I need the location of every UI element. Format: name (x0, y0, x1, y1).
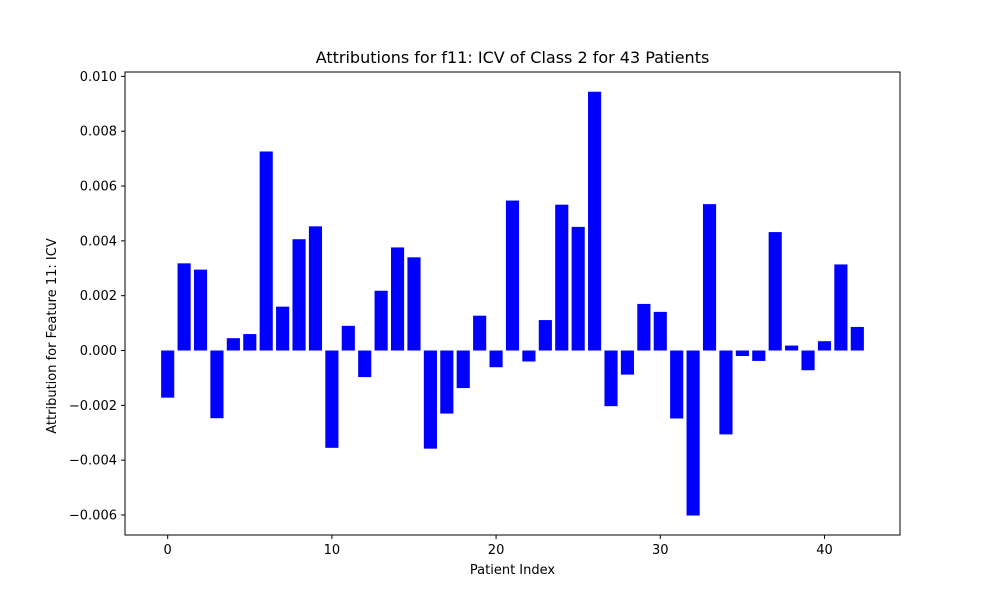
bar-patient-39 (801, 350, 815, 371)
bar-patient-17 (440, 350, 454, 414)
bar-patient-27 (604, 350, 618, 407)
bar-patient-26 (588, 91, 602, 351)
bar-patient-5 (243, 334, 257, 351)
bar-patient-3 (210, 350, 224, 419)
y-tick-label: 0.006 (80, 180, 117, 195)
bar-patient-6 (259, 151, 273, 351)
bar-patient-32 (686, 350, 700, 516)
x-tick-label: 20 (488, 543, 505, 558)
x-axis-label: Patient Index (470, 563, 555, 578)
y-tick-label: 0.004 (80, 234, 117, 249)
y-axis-label: Attribution for Feature 11: ICV (45, 238, 60, 434)
bar-patient-29 (637, 303, 651, 351)
bar-patient-30 (653, 311, 667, 351)
bar-patient-28 (620, 350, 635, 375)
bar-patient-24 (555, 204, 569, 351)
bar-patient-37 (768, 232, 782, 351)
x-tick-label: 0 (164, 543, 172, 558)
x-tick-label: 10 (324, 543, 341, 558)
bar-patient-10 (325, 350, 339, 448)
y-tick-label: 0.002 (80, 289, 117, 304)
bar-patient-18 (456, 350, 470, 389)
bar-patient-20 (489, 350, 503, 368)
bar-patient-23 (538, 320, 552, 351)
plot-frame (124, 71, 901, 536)
x-tick-label: 30 (652, 543, 669, 558)
y-tick-label: 0.008 (80, 125, 117, 140)
bar-patient-0 (161, 350, 175, 398)
bar-patient-42 (850, 326, 864, 351)
axes-group: 0 10 20 30 40 −0.006 −0.004 −0.002 0.000 0.002 0.0… (69, 70, 901, 558)
bar-patient-34 (719, 350, 733, 435)
bar-patient-35 (735, 350, 749, 356)
y-tick-label: −0.002 (69, 399, 117, 414)
x-tick-label: 40 (816, 543, 833, 558)
bar-patient-7 (276, 306, 290, 351)
bar-patient-19 (473, 315, 487, 351)
y-tick-label: −0.004 (69, 454, 117, 469)
bar-patient-16 (423, 350, 437, 449)
bar-patient-1 (177, 263, 191, 351)
bar-patient-41 (834, 264, 848, 351)
bar-patient-8 (292, 239, 306, 351)
bar-patient-31 (670, 350, 684, 419)
bar-patient-4 (226, 338, 240, 351)
bar-patient-21 (505, 200, 520, 351)
bar-patient-13 (374, 290, 388, 351)
bar-patient-9 (308, 226, 323, 351)
bar-patient-36 (752, 350, 766, 361)
bar-patient-40 (817, 341, 832, 351)
bars-group (161, 91, 864, 516)
bar-patient-11 (341, 325, 355, 351)
bar-patient-14 (390, 247, 405, 351)
chart-title: Attributions for f11: ICV of Class 2 for… (316, 48, 710, 67)
y-tick-label: 0.010 (80, 70, 117, 85)
bar-patient-33 (702, 204, 717, 351)
bar-patient-38 (785, 345, 799, 351)
y-tick-label: −0.006 (69, 508, 117, 523)
bar-patient-2 (193, 269, 208, 351)
y-tick-label: 0.000 (80, 344, 117, 359)
bar-patient-25 (571, 226, 585, 351)
bar-patient-15 (407, 257, 421, 351)
bar-patient-22 (522, 350, 536, 362)
bar-patient-12 (358, 350, 372, 378)
